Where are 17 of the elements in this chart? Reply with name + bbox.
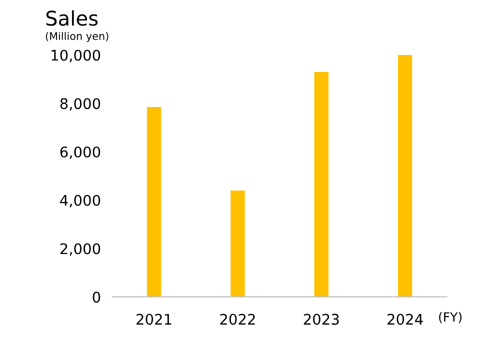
y-tick-label: 6,000 (60, 146, 100, 159)
y-tick-label: 2,000 (60, 243, 100, 256)
x-tick-label: 2022 (220, 314, 255, 325)
x-axis-title: (FY) (439, 312, 462, 324)
y-tick-label: 10,000 (52, 50, 100, 62)
bar (230, 190, 245, 297)
y-tick-label: 0 (92, 292, 100, 303)
x-tick-label: 2021 (136, 314, 172, 325)
y-tick-label: 8,000 (60, 98, 100, 111)
bar (398, 55, 412, 297)
chart-title: Sales (46, 10, 98, 26)
bar (146, 107, 162, 297)
bar (314, 72, 328, 297)
chart-subtitle: (Million yen) (46, 32, 108, 42)
x-tick-label: 2024 (388, 314, 423, 325)
y-tick-label: 4,000 (60, 194, 100, 208)
x-tick-label: 2023 (304, 314, 339, 325)
